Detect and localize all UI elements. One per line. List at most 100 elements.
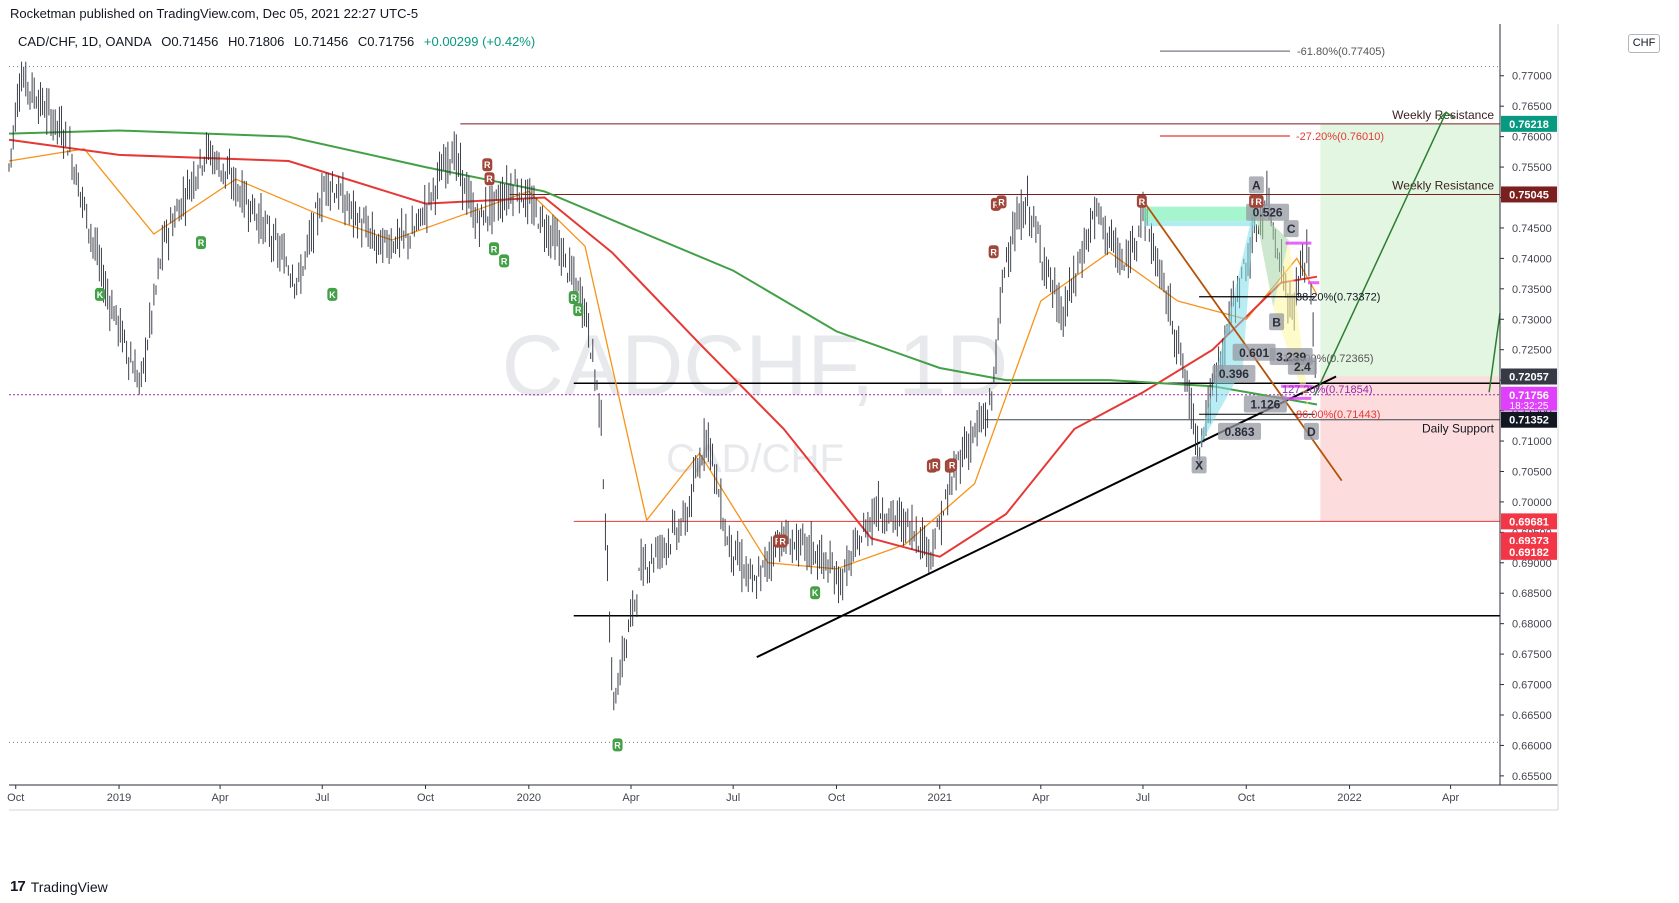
signal-r-marker xyxy=(1136,194,1147,208)
signal-g-marker xyxy=(499,254,510,268)
x-tick-label: 2020 xyxy=(517,792,541,804)
y-tick-label: 0.67000 xyxy=(1512,680,1552,692)
moving-average-1 xyxy=(8,138,1318,558)
x-tick-label: Apr xyxy=(1442,792,1459,804)
y-tick-label: 0.73000 xyxy=(1512,314,1552,326)
signal-r-label: R xyxy=(779,536,786,546)
signal-g-marker xyxy=(568,290,579,304)
watermark-pair: CAD/CHF xyxy=(666,437,844,481)
x-tick-label: Jul xyxy=(726,792,740,804)
signal-r-marker xyxy=(777,534,788,548)
harmonic-xab xyxy=(1199,206,1255,448)
signal-g-label: R xyxy=(570,293,577,303)
projection-arrow-head xyxy=(1437,111,1455,121)
x-tick-label: Apr xyxy=(1032,792,1049,804)
signal-k-marker xyxy=(94,287,105,301)
x-tick-label: Oct xyxy=(7,792,24,804)
signal-g-label: R xyxy=(198,238,205,248)
tradingview-brand[interactable]: 17 TradingView xyxy=(10,878,108,895)
price-badge-1: 0.75045 xyxy=(1509,189,1549,201)
price-badge-bg-0 xyxy=(1501,115,1557,132)
x-tick-label: Oct xyxy=(417,792,434,804)
layer-axis: 0.770000.765000.760000.755000.750000.745… xyxy=(7,24,1559,811)
price-badge-2: 0.71352 xyxy=(1509,415,1549,427)
price-badge-3: 0.72057 xyxy=(1509,371,1549,383)
signal-k-label: K xyxy=(97,290,104,300)
y-tick-label: 0.76500 xyxy=(1512,101,1552,113)
projection-arrow-right xyxy=(1488,313,1501,393)
harmonic-label-9: 0.863 xyxy=(1225,425,1255,439)
y-tick-label: 0.67500 xyxy=(1512,649,1552,661)
tradingview-logo-icon: 17 xyxy=(10,878,26,895)
x-tick-label: Jul xyxy=(1136,792,1150,804)
signal-r-label: R xyxy=(990,247,997,257)
currency-badge[interactable]: CHF xyxy=(1628,34,1660,53)
fib-label-0: -61.80%(0.77405) xyxy=(1297,46,1385,58)
x-tick-label: Oct xyxy=(1238,792,1255,804)
symbol-legend[interactable]: CAD/CHF, 1D, OANDA O0.71456 H0.71806 L0.… xyxy=(18,34,541,49)
harmonic-chip-bg-3 xyxy=(1303,422,1319,440)
brand-name: TradingView xyxy=(30,878,108,895)
signal-r-marker xyxy=(930,458,941,472)
y-tick-label: 0.70500 xyxy=(1512,466,1552,478)
y-tick-label: 0.68000 xyxy=(1512,619,1552,631)
signal-r-marker xyxy=(988,245,999,259)
harmonic-label-4: X xyxy=(1195,458,1203,472)
y-tick-label: 0.76000 xyxy=(1512,132,1552,144)
supply-box-green xyxy=(1144,206,1257,222)
signal-g-marker xyxy=(195,236,206,250)
price-badge-bg-5 xyxy=(1501,513,1557,530)
signal-r-marker xyxy=(996,195,1007,209)
fib-label-1: -27.20%(0.76010) xyxy=(1296,131,1384,143)
y-tick-label: 0.74500 xyxy=(1512,223,1552,235)
y-tick-label: 0.66000 xyxy=(1512,740,1552,752)
signal-g-marker xyxy=(612,738,623,752)
signal-r-marker xyxy=(1253,194,1264,208)
stop-zone xyxy=(1320,376,1500,522)
level-label-2: Daily Support xyxy=(1422,422,1495,436)
harmonic-chip-bg-6 xyxy=(1232,343,1276,361)
fib-label-2: 38.20%(0.73372) xyxy=(1296,292,1380,304)
legend-close: C0.71756 xyxy=(357,34,415,49)
signal-r-label: R xyxy=(484,160,491,170)
y-tick-label: 0.73500 xyxy=(1512,284,1552,296)
moving-average-2 xyxy=(8,129,1318,406)
signal-k-label: K xyxy=(329,290,336,300)
x-tick-label: Oct xyxy=(828,792,845,804)
harmonic-label-0: A xyxy=(1252,178,1261,192)
legend-high: H0.71806 xyxy=(228,34,285,49)
harmonic-chip-bg-7 xyxy=(1212,365,1256,383)
layer-watermark: CADCHF, 1D CAD/CHF xyxy=(502,318,1009,481)
signal-r-label: R xyxy=(1139,197,1146,207)
y-tick-label: 0.70000 xyxy=(1512,497,1552,509)
signal-r-label: R xyxy=(1255,197,1262,207)
layer-price xyxy=(8,61,1316,711)
harmonic-label-8: 1.126 xyxy=(1250,398,1280,412)
y-tick-label: 0.69000 xyxy=(1512,558,1552,570)
signal-r-label: R xyxy=(993,200,1000,210)
signal-g-label: R xyxy=(575,305,582,315)
x-tick-label: 2021 xyxy=(928,792,952,804)
legend-symbol: CAD/CHF, 1D, OANDA xyxy=(18,34,152,49)
price-badge-4: 0.71756 xyxy=(1509,390,1549,402)
signal-r-marker xyxy=(482,158,493,172)
x-tick-label: 2019 xyxy=(107,792,131,804)
harmonic-label-3: D xyxy=(1307,425,1316,439)
signal-r-marker xyxy=(947,458,958,472)
level-label-1: Weekly Resistance xyxy=(1392,178,1494,192)
harmonic-label-2: C xyxy=(1287,222,1296,236)
price-badge-bg-2 xyxy=(1501,411,1557,428)
harmonic-chip-bg-9 xyxy=(1218,422,1262,440)
x-tick-label: 2022 xyxy=(1337,792,1361,804)
layer-annotations: -61.80%(0.77405) -27.20%(0.76010) 38.20%(0… xyxy=(94,46,1501,752)
signal-g-marker xyxy=(573,303,584,317)
price-badge-0: 0.76218 xyxy=(1509,119,1549,131)
y-tick-label: 0.75500 xyxy=(1512,162,1552,174)
supply-box-cyan xyxy=(1144,221,1257,227)
harmonic-chip-bg-2 xyxy=(1283,220,1299,238)
publish-note: Rocketman published on TradingView.com, … xyxy=(10,6,419,21)
signal-g-label: R xyxy=(501,256,508,266)
